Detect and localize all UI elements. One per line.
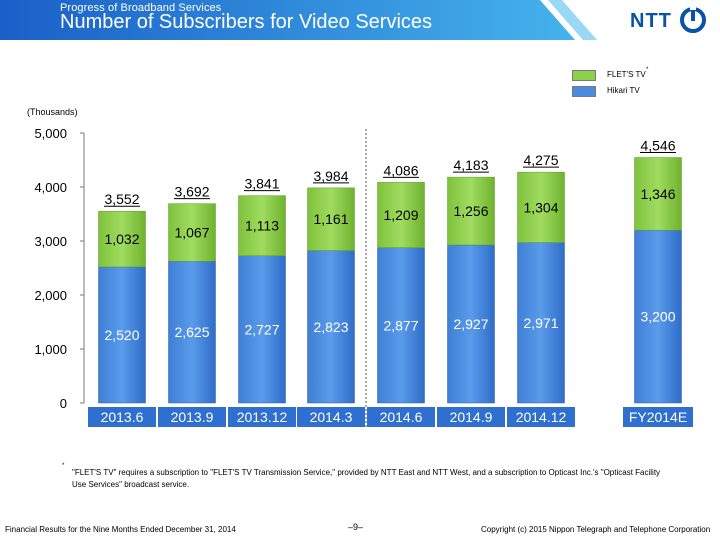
data-label-hikari-tv: 2,927 [453, 316, 488, 332]
category-label: 2014.6 [380, 409, 423, 425]
bar-segment-hikari-tv [307, 250, 355, 404]
total-label: 4,546 [640, 138, 675, 154]
category-label-box [88, 407, 156, 427]
legend-swatch-hikari-tv [572, 86, 596, 97]
bar-segment-flets-tv [447, 176, 495, 246]
total-label: 4,086 [383, 162, 418, 178]
data-label-hikari-tv: 3,200 [640, 309, 675, 325]
bar-segment-hikari-tv [98, 266, 146, 404]
category-label: 2013.6 [101, 409, 144, 425]
legend-label-flets-tv: FLET'S TV [607, 70, 646, 79]
total-label: 4,275 [523, 152, 558, 168]
bar-segment-flets-tv [634, 157, 682, 231]
total-label: 3,552 [104, 191, 139, 207]
category-label-box [228, 407, 296, 427]
y-axis-units: (Thousands) [27, 107, 78, 117]
y-tick-label: 3,000 [34, 234, 67, 249]
bar-segment-hikari-tv [168, 261, 216, 404]
data-label-flets-tv: 1,161 [313, 211, 348, 227]
category-label-box [437, 407, 505, 427]
page-title: Number of Subscribers for Video Services [60, 11, 433, 33]
total-label: 3,984 [313, 168, 348, 184]
data-label-flets-tv: 1,256 [453, 203, 488, 219]
data-label-flets-tv: 1,032 [104, 231, 139, 247]
y-tick-label: 1,000 [34, 342, 67, 357]
category-label: 2013.12 [237, 409, 288, 425]
copyright-notice: Copyright (c) 2015 Nippon Telegraph and … [481, 525, 711, 534]
data-label-flets-tv: 1,113 [245, 218, 279, 234]
bar-segment-hikari-tv [377, 247, 425, 404]
data-label-hikari-tv: 2,625 [174, 324, 209, 340]
header-subtitle: Progress of Broadband Services [60, 2, 222, 14]
data-label-flets-tv: 1,346 [640, 186, 675, 202]
total-label: 3,692 [174, 184, 209, 200]
legend-swatch-flets-tv [572, 70, 596, 81]
category-label-box [507, 407, 575, 427]
category-label: FY2014E [629, 409, 687, 425]
category-label: 2014.3 [310, 409, 353, 425]
y-tick-label: 2,000 [34, 288, 67, 303]
data-label-hikari-tv: 2,727 [244, 321, 279, 337]
category-label-box [158, 407, 226, 427]
data-label-hikari-tv: 2,823 [313, 319, 348, 335]
category-label-box [297, 407, 365, 427]
data-label-flets-tv: 1,209 [383, 207, 418, 223]
bar-segment-hikari-tv [447, 244, 495, 404]
total-label: 4,183 [453, 157, 488, 173]
data-label-flets-tv: 1,067 [174, 224, 209, 240]
ntt-logo: NTT [622, 6, 706, 34]
bar-segment-flets-tv [377, 182, 425, 248]
bar-segment-flets-tv [517, 171, 565, 243]
y-tick-label: 5,000 [34, 126, 67, 141]
footer-report-title: Financial Results for the Nine Months En… [5, 525, 236, 534]
footnote-mark: * [62, 463, 65, 469]
category-label: 2013.9 [171, 409, 214, 425]
bar-segment-hikari-tv [517, 242, 565, 404]
bar-segment-flets-tv [168, 203, 216, 262]
logo-text: NTT [630, 10, 672, 32]
legend-label-hikari-tv: Hikari TV [607, 86, 640, 95]
header-banner-shape [0, 0, 597, 40]
category-label-box [367, 407, 435, 427]
total-label: 3,841 [244, 176, 279, 192]
ntt-logo-icon [680, 6, 706, 33]
category-label-box [623, 407, 693, 427]
data-label-flets-tv: 1,304 [523, 199, 558, 215]
footnote-text: "FLET'S TV" requires a subscription to "… [72, 468, 661, 489]
bar-segment-flets-tv [98, 210, 146, 268]
y-tick-label: 4,000 [34, 180, 67, 195]
data-label-hikari-tv: 2,520 [104, 327, 139, 343]
y-tick-label: 0 [60, 396, 67, 411]
header-banner: Progress of Broadband Services Number of… [0, 0, 720, 40]
legend-sup-flets-tv: * [646, 67, 649, 73]
category-label: 2014.12 [516, 409, 567, 425]
page-number: –9– [348, 522, 364, 532]
bar-segment-hikari-tv [634, 229, 682, 404]
bar-segment-flets-tv [307, 187, 355, 251]
data-label-hikari-tv: 2,877 [383, 317, 418, 333]
bar-segment-flets-tv [238, 195, 286, 256]
subscribers-stacked-bar-chart: 0 1,000 2,000 3,000 4,000 5,000 2,520 1,032 3,55… [34, 126, 693, 429]
category-label: 2014.9 [450, 409, 493, 425]
data-label-hikari-tv: 2,971 [523, 315, 558, 331]
